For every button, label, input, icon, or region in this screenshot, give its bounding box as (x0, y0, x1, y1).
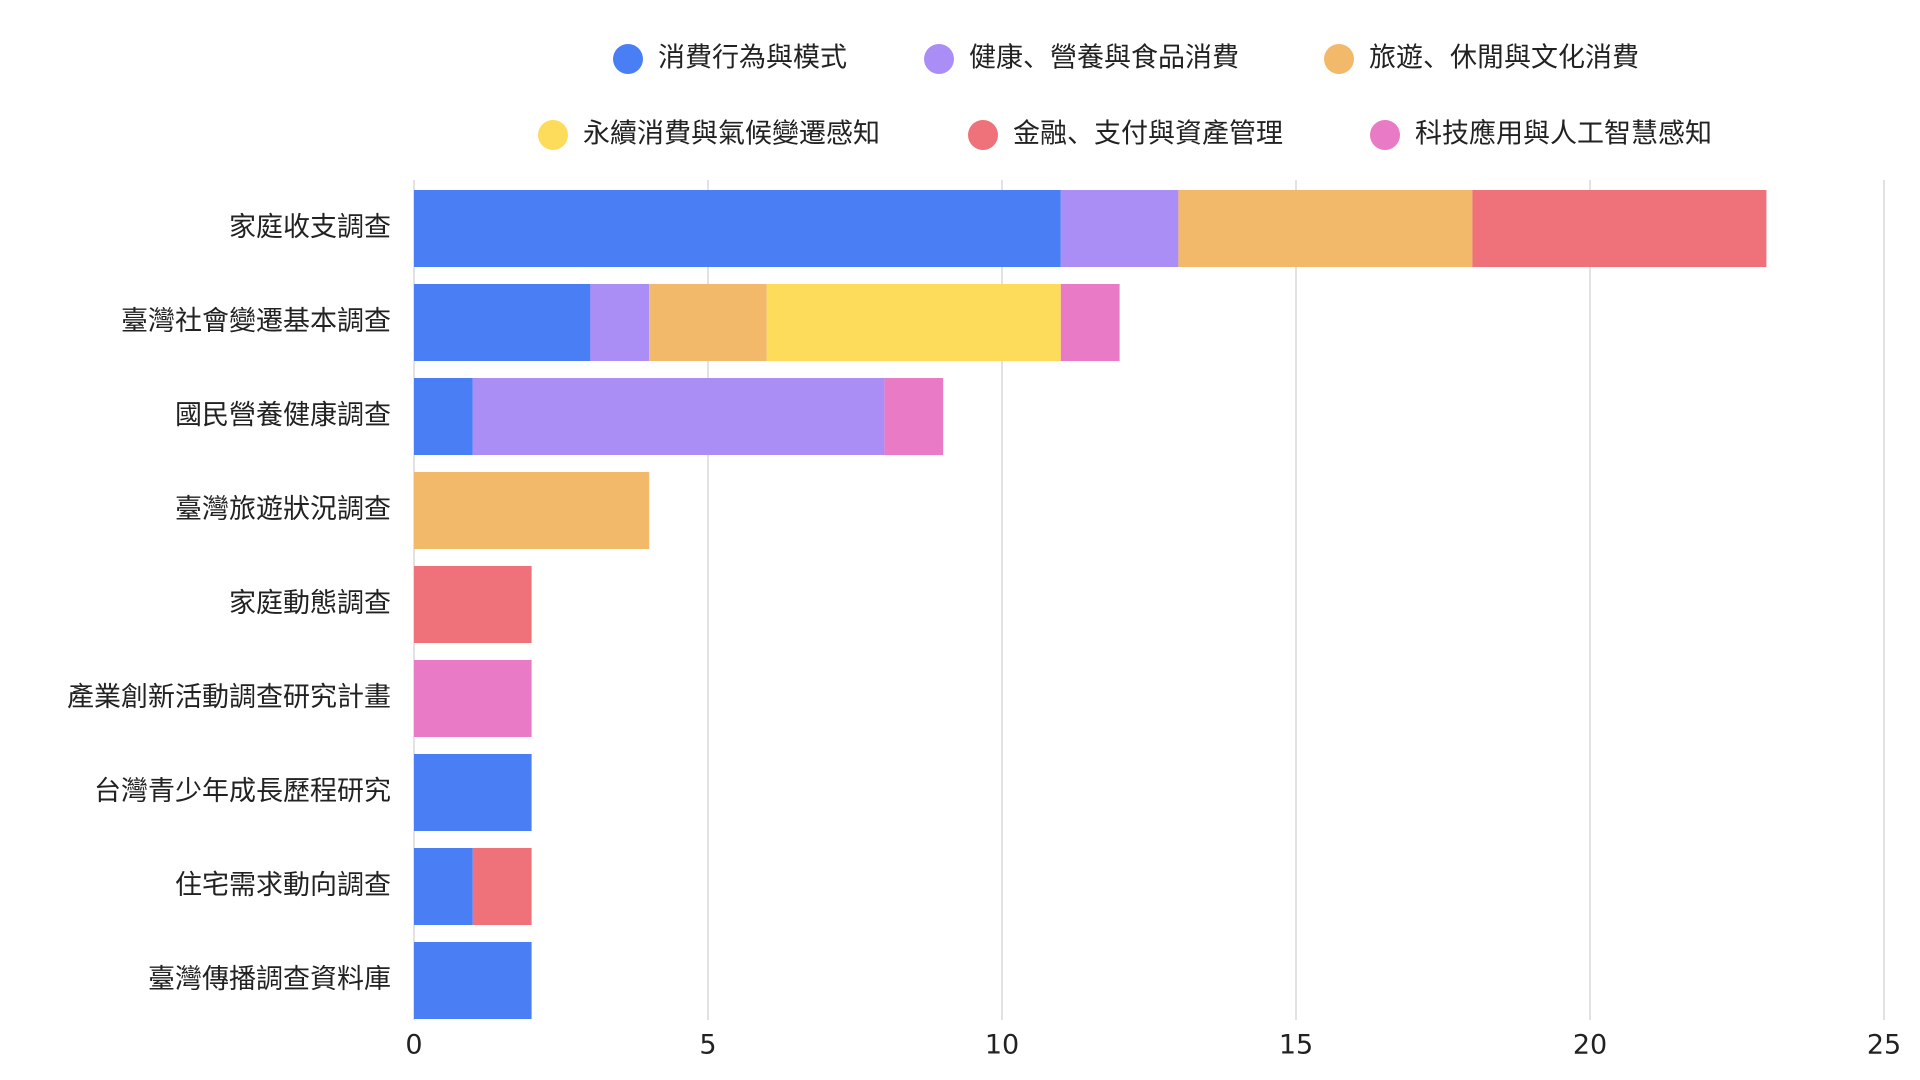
bar-segment (414, 848, 473, 925)
x-tick-label: 20 (1573, 1030, 1607, 1061)
x-tick-label: 25 (1867, 1030, 1901, 1061)
bar-segment (414, 754, 532, 831)
y-tick-label: 家庭收支調查 (229, 212, 391, 243)
bar-segment (414, 942, 532, 1019)
bar-segment (766, 284, 1061, 361)
y-tick-label: 產業創新活動調查研究計畫 (67, 682, 391, 713)
legend-label: 旅遊、休閒與文化消費 (1369, 43, 1639, 74)
bar-segment (414, 190, 1061, 267)
legend-swatch (613, 44, 643, 74)
x-tick-label: 15 (1279, 1030, 1313, 1061)
x-tick-label: 0 (405, 1030, 422, 1061)
bar-segment (414, 660, 532, 737)
legend-label: 永續消費與氣候變遷感知 (583, 119, 880, 150)
legend-label: 科技應用與人工智慧感知 (1415, 119, 1712, 150)
bar-segment (590, 284, 650, 361)
legend-swatch (924, 44, 954, 74)
legend-swatch (968, 120, 998, 150)
bar-segment (649, 284, 767, 361)
bar-segment (1060, 190, 1179, 267)
legend-label: 健康、營養與食品消費 (969, 43, 1239, 74)
legend-swatch (538, 120, 568, 150)
y-tick-label: 國民營養健康調查 (175, 400, 391, 431)
bar-segment (884, 378, 944, 455)
legend-swatch (1370, 120, 1400, 150)
y-tick-label: 臺灣傳播調查資料庫 (148, 964, 391, 995)
x-tick-label: 10 (985, 1030, 1019, 1061)
bar-segment (414, 378, 473, 455)
bar-segment (1178, 190, 1473, 267)
y-tick-label: 台灣青少年成長歷程研究 (94, 776, 391, 807)
y-tick-label: 臺灣旅遊狀況調查 (175, 494, 391, 525)
y-tick-label: 住宅需求動向調查 (175, 870, 391, 901)
bar-segment (472, 378, 885, 455)
bar-segment (414, 472, 650, 549)
bar-segment (414, 566, 532, 643)
legend-label: 金融、支付與資產管理 (1013, 119, 1283, 150)
y-tick-label: 家庭動態調查 (229, 588, 391, 619)
legend-swatch (1324, 44, 1354, 74)
bar-segment (1060, 284, 1120, 361)
x-tick-label: 5 (699, 1030, 716, 1061)
bar-segment (414, 284, 591, 361)
y-tick-label: 臺灣社會變遷基本調查 (121, 306, 391, 337)
bar-segment (1472, 190, 1767, 267)
bar-segment (472, 848, 532, 925)
legend-label: 消費行為與模式 (658, 43, 847, 74)
